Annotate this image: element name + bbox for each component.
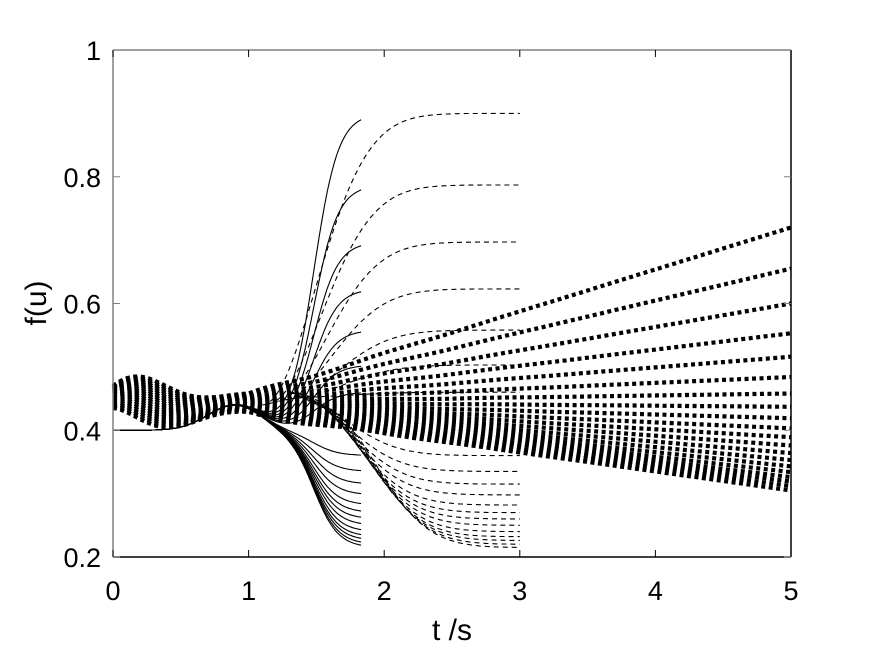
dashed-curve	[278, 288, 520, 402]
dashed-curve	[289, 391, 520, 457]
plot-area	[111, 112, 792, 548]
x-tick-label: 0	[105, 576, 120, 606]
y-tick-label: 0.4	[63, 416, 101, 446]
dotted-curve	[112, 393, 792, 456]
y-tick-label: 1	[86, 36, 101, 66]
y-tick-labels: 0.2 0.4 0.6 0.8 1	[63, 36, 101, 573]
dotted-curve	[111, 374, 792, 407]
y-tick-label: 0.6	[63, 290, 101, 320]
dotted-curve	[112, 392, 792, 448]
axis-ticks	[112, 49, 792, 558]
x-tick-label: 5	[783, 576, 798, 606]
dotted-curve	[113, 402, 792, 484]
solid-curve	[113, 404, 362, 546]
y-tick-label: 0.2	[63, 543, 101, 573]
dotted-curve	[112, 395, 792, 463]
dashed-curve	[289, 364, 520, 400]
dashed-curve	[302, 398, 520, 514]
dotted-curve	[111, 225, 792, 400]
dashed-curve	[297, 395, 520, 496]
dashed-curve	[311, 401, 520, 533]
dotted-curve	[112, 390, 792, 440]
x-tick-labels: 0 1 2 3 4 5	[105, 576, 798, 606]
dotted-curve	[112, 386, 792, 421]
dotted-curve	[111, 354, 792, 405]
dotted-curve	[112, 404, 792, 489]
dashed-curve	[294, 394, 520, 485]
dotted-curve	[112, 388, 792, 431]
dashed-curve	[300, 396, 520, 506]
dotted-curve	[112, 385, 791, 410]
dashed-curve	[308, 400, 520, 526]
dashed-curve	[272, 241, 520, 403]
y-axis-label: f(u)	[20, 281, 53, 326]
dashed-curve	[321, 406, 520, 548]
series-dashed-curves	[262, 112, 520, 548]
x-tick-label: 1	[241, 576, 256, 606]
dotted-curve	[112, 400, 792, 480]
dotted-curve	[111, 383, 791, 408]
dashed-curve	[313, 403, 520, 538]
x-tick-label: 4	[648, 576, 663, 606]
x-tick-label: 2	[377, 576, 392, 606]
dashed-curve	[292, 392, 520, 472]
y-tick-label: 0.8	[63, 163, 101, 193]
series-solid-curves	[113, 119, 362, 546]
dotted-curve	[111, 301, 792, 403]
dashed-curve	[294, 391, 520, 398]
x-axis-label: t /s	[432, 614, 472, 647]
dotted-curve	[112, 406, 792, 493]
dashed-curve	[283, 329, 520, 401]
dotted-curve	[112, 397, 792, 469]
x-tick-label: 3	[512, 576, 527, 606]
dashed-curve	[305, 399, 520, 520]
series-dotted-curves	[111, 225, 792, 493]
dotted-curve	[112, 398, 792, 475]
dotted-curve	[111, 331, 792, 404]
dashed-curve	[267, 184, 520, 405]
dashed-curve	[316, 404, 520, 541]
dashed-curve	[262, 112, 520, 406]
